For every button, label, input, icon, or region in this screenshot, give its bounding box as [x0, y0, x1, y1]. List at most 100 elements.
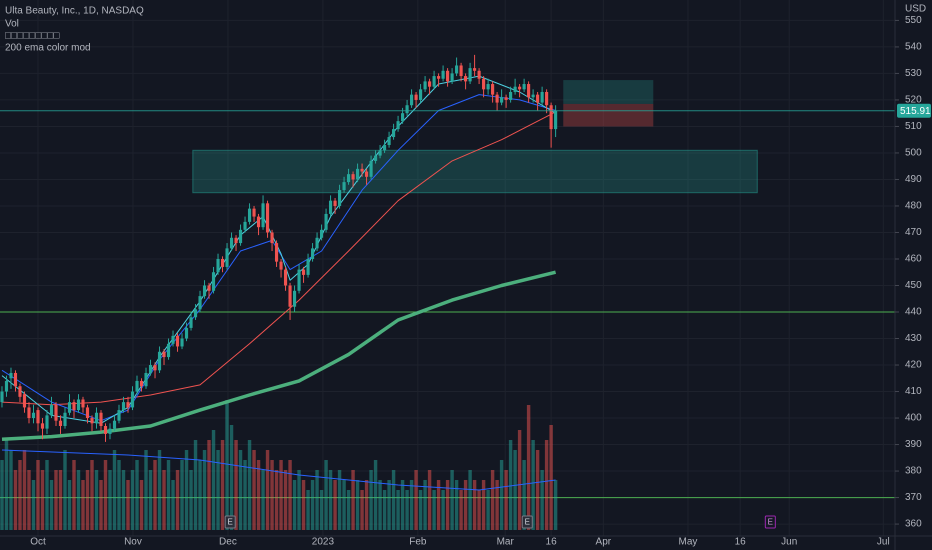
- candle-body: [378, 150, 382, 156]
- candle-body: [319, 229, 324, 238]
- volume-bar: [409, 480, 414, 530]
- candle-body: [261, 203, 265, 228]
- candle-body: [441, 70, 445, 79]
- volume-bar: [495, 480, 499, 530]
- candle-body: [265, 203, 270, 233]
- candle-body: [342, 182, 346, 191]
- volume-bar: [4, 440, 9, 530]
- candle-body: [202, 285, 207, 297]
- volume-bar: [418, 490, 423, 530]
- volume-bar: [553, 480, 558, 530]
- volume-bar: [378, 480, 382, 530]
- volume-bar: [382, 490, 387, 530]
- candle-body: [450, 73, 454, 82]
- candle-body: [270, 232, 274, 244]
- candle-body: [540, 91, 544, 103]
- candle-body: [473, 68, 477, 71]
- candle-body: [495, 94, 499, 103]
- candle-body: [171, 335, 175, 344]
- candle-body: [274, 243, 279, 262]
- candle-body: [180, 338, 184, 347]
- volume-bar: [94, 470, 99, 530]
- volume-bar: [355, 480, 360, 530]
- candle-body: [58, 420, 63, 426]
- volume-bar: [49, 480, 54, 530]
- volume-bar: [99, 480, 103, 530]
- volume-bar: [346, 490, 351, 530]
- volume-bar: [517, 430, 522, 530]
- candle-body: [153, 365, 157, 371]
- volume-bar: [270, 460, 274, 530]
- x-tick-label: Jun: [781, 537, 797, 548]
- candle-body: [45, 415, 49, 429]
- candle-body: [518, 86, 522, 90]
- candle-body: [531, 94, 535, 98]
- candle-body: [166, 343, 171, 358]
- volume-bar: [139, 480, 144, 530]
- volume-bar: [189, 470, 193, 530]
- candle-body: [90, 418, 94, 424]
- candle-body: [135, 380, 139, 392]
- candle-body: [382, 145, 387, 151]
- volume-bar: [211, 430, 216, 530]
- candle-body: [148, 365, 153, 373]
- candle-body: [396, 121, 400, 130]
- volume-bar: [234, 440, 238, 530]
- candle-body: [301, 269, 306, 275]
- event-label: E: [768, 518, 773, 527]
- candle-body: [189, 317, 193, 328]
- volume-bar: [544, 440, 549, 530]
- candle-body: [405, 105, 409, 114]
- candle-body: [139, 380, 144, 387]
- volume-bar: [207, 440, 211, 530]
- volume-bar: [328, 470, 333, 530]
- candle-body: [256, 216, 261, 228]
- volume-bar: [441, 490, 445, 530]
- volume-bar: [468, 470, 472, 530]
- candle-body: [315, 237, 319, 249]
- x-tick-label: 16: [735, 537, 747, 548]
- volume-bar: [540, 470, 544, 530]
- last-price-label: 515.91: [900, 106, 931, 117]
- volume-bar: [508, 440, 513, 530]
- zone: [192, 149, 758, 194]
- candle-body: [351, 174, 355, 180]
- candle-body: [157, 351, 162, 371]
- candle-body: [31, 412, 36, 419]
- volume-bar: [351, 470, 355, 530]
- volume-bar: [216, 450, 220, 530]
- volume-bar: [490, 470, 495, 530]
- volume-bar: [274, 470, 279, 530]
- event-marker: [764, 515, 776, 529]
- candle-body: [545, 91, 549, 106]
- candle-body: [193, 309, 198, 318]
- candle-body: [428, 81, 432, 87]
- x-tick-label: Apr: [596, 537, 612, 548]
- candle-body: [112, 420, 117, 429]
- volume-bar: [373, 460, 378, 530]
- volume-bar: [27, 470, 31, 530]
- candle-body: [279, 261, 283, 270]
- candle-body: [446, 70, 450, 82]
- y-tick-label: 420: [905, 360, 922, 371]
- volume-bar: [301, 480, 306, 530]
- volume-bar: [40, 470, 45, 530]
- candle-body: [486, 84, 490, 90]
- y-tick-label: 530: [905, 68, 922, 79]
- volume-bar: [310, 480, 315, 530]
- candle-body: [522, 84, 526, 90]
- volume-bar: [324, 460, 328, 530]
- volume-bar: [67, 480, 72, 530]
- y-tick-label: 370: [905, 492, 922, 503]
- x-tick-label: Dec: [219, 537, 237, 548]
- candle-body: [130, 391, 135, 408]
- y-tick-label: 460: [905, 254, 922, 265]
- volume-bar: [414, 470, 418, 530]
- volume-bar: [481, 480, 486, 530]
- candle-body: [27, 407, 31, 419]
- candle-body: [455, 65, 459, 74]
- volume-bar: [166, 460, 171, 530]
- candle-body: [387, 137, 391, 146]
- candle-body: [175, 335, 180, 347]
